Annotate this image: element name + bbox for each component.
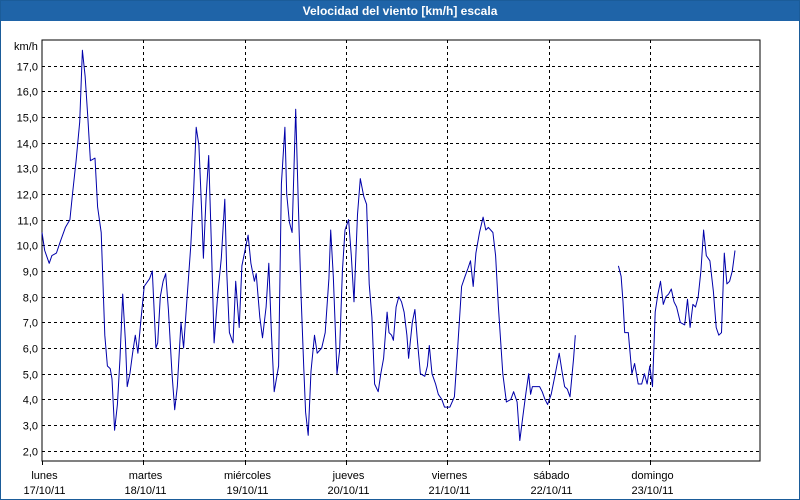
grid xyxy=(42,40,760,461)
x-tick-day-label: lunes xyxy=(31,470,58,482)
y-tick-label: 5,0 xyxy=(23,370,38,382)
y-axis-ticks: 2,0 3,0 4,0 5,0 6,0 7,0 8,0 9,0 10,0 11,0 12,0 13,0… xyxy=(17,62,38,459)
x-tick-date-label: 17/10/11 xyxy=(23,485,65,497)
y-tick-label: 16,0 xyxy=(17,87,38,99)
series-line xyxy=(41,49,576,441)
y-tick-label: 10,0 xyxy=(17,241,38,253)
y-tick-label: 3,0 xyxy=(23,421,38,433)
y-tick-label: 12,0 xyxy=(17,190,38,202)
y-tick-label: 17,0 xyxy=(17,62,38,74)
x-tick-date-label: 22/10/11 xyxy=(530,485,572,497)
x-tick-date-label: 20/10/11 xyxy=(327,485,369,497)
x-axis-ticks: lunes 17/10/11 martes 18/10/11 miércoles 19/1… xyxy=(23,461,674,497)
y-tick-label: 8,0 xyxy=(23,293,38,305)
x-tick-day-label: sábado xyxy=(533,470,569,482)
y-tick-label: 9,0 xyxy=(23,267,38,279)
x-tick-day-label: domingo xyxy=(631,470,673,482)
y-tick-label: 13,0 xyxy=(17,164,38,176)
chart-title: Velocidad del viento [km/h] escala xyxy=(1,1,799,21)
x-tick-date-label: 18/10/11 xyxy=(124,485,166,497)
x-tick-date-label: 19/10/11 xyxy=(226,485,268,497)
y-tick-label: 7,0 xyxy=(23,318,38,330)
y-tick-label: 15,0 xyxy=(17,113,38,125)
y-tick-label: 2,0 xyxy=(23,447,38,459)
x-tick-day-label: jueves xyxy=(332,470,365,482)
x-tick-day-label: miércoles xyxy=(224,470,272,482)
y-tick-label: 6,0 xyxy=(23,344,38,356)
y-tick-label: 14,0 xyxy=(17,139,38,151)
x-tick-day-label: viernes xyxy=(432,470,468,482)
y-tick-label: 11,0 xyxy=(17,216,38,228)
series-line xyxy=(617,229,736,388)
x-tick-date-label: 23/10/11 xyxy=(631,485,673,497)
series-wind-speed xyxy=(41,49,736,441)
y-axis-unit-label: km/h xyxy=(14,41,38,53)
plot-area xyxy=(41,39,761,462)
y-tick-label: 4,0 xyxy=(23,395,38,407)
x-tick-date-label: 21/10/11 xyxy=(428,485,470,497)
x-tick-day-label: martes xyxy=(129,470,163,482)
